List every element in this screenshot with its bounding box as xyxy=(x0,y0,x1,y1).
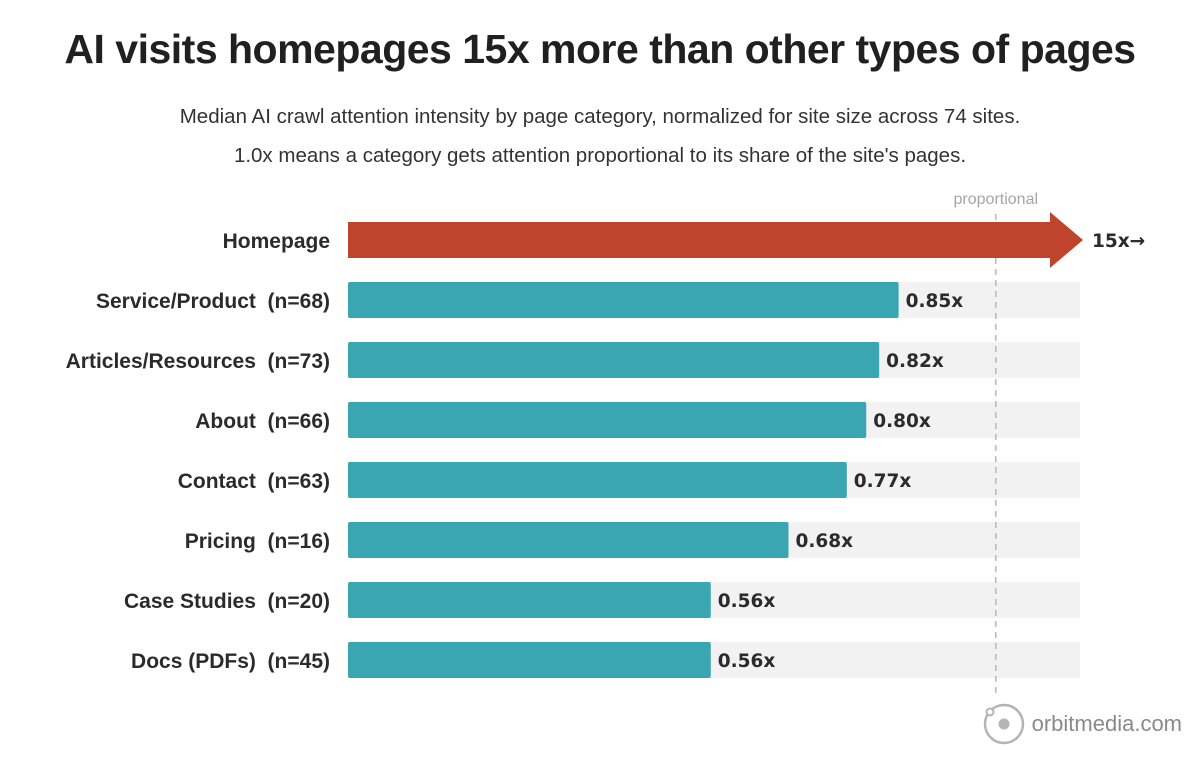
bar-about xyxy=(348,402,867,438)
watermark: orbitmedia.com xyxy=(982,702,1182,746)
bar-homepage xyxy=(348,212,1083,268)
value-label-about: 0.80x xyxy=(873,411,931,432)
category-label-service-product: Service/Product (n=68) xyxy=(96,290,330,313)
value-label-pricing: 0.68x xyxy=(795,531,853,552)
bar-docs xyxy=(348,642,711,678)
bar-contact xyxy=(348,462,847,498)
bar-pricing xyxy=(348,522,789,558)
chart-subtitle-line-2: 1.0x means a category gets attention pro… xyxy=(233,144,967,167)
value-label-articles-resources: 0.82x xyxy=(886,351,944,372)
category-label-articles-resources: Articles/Resources (n=73) xyxy=(66,350,330,373)
category-label-docs: Docs (PDFs) (n=45) xyxy=(131,650,330,673)
category-label-homepage: Homepage xyxy=(223,230,330,253)
category-label-contact: Contact (n=63) xyxy=(178,470,330,493)
value-label-docs: 0.56x xyxy=(718,651,776,672)
orbit-logo-icon xyxy=(983,703,1024,745)
category-label-about: About (n=66) xyxy=(195,410,330,433)
value-label-case-studies: 0.56x xyxy=(718,591,776,612)
bar-case-studies xyxy=(348,582,711,618)
category-label-pricing: Pricing (n=16) xyxy=(185,530,330,553)
chart-title: AI visits homepages 15x more than other … xyxy=(64,26,1136,72)
watermark-text: orbitmedia.com xyxy=(1031,711,1182,736)
category-label-case-studies: Case Studies (n=20) xyxy=(124,590,330,613)
value-label-service-product: 0.85x xyxy=(906,291,964,312)
reference-line-label: proportional xyxy=(954,191,1039,208)
bar-service-product xyxy=(348,282,899,318)
bar-articles-resources xyxy=(348,342,880,378)
chart-subtitle-line-1: Median AI crawl attention intensity by p… xyxy=(179,105,1021,128)
value-label-contact: 0.77x xyxy=(854,471,912,492)
value-label-homepage: 15x→ xyxy=(1092,231,1145,252)
